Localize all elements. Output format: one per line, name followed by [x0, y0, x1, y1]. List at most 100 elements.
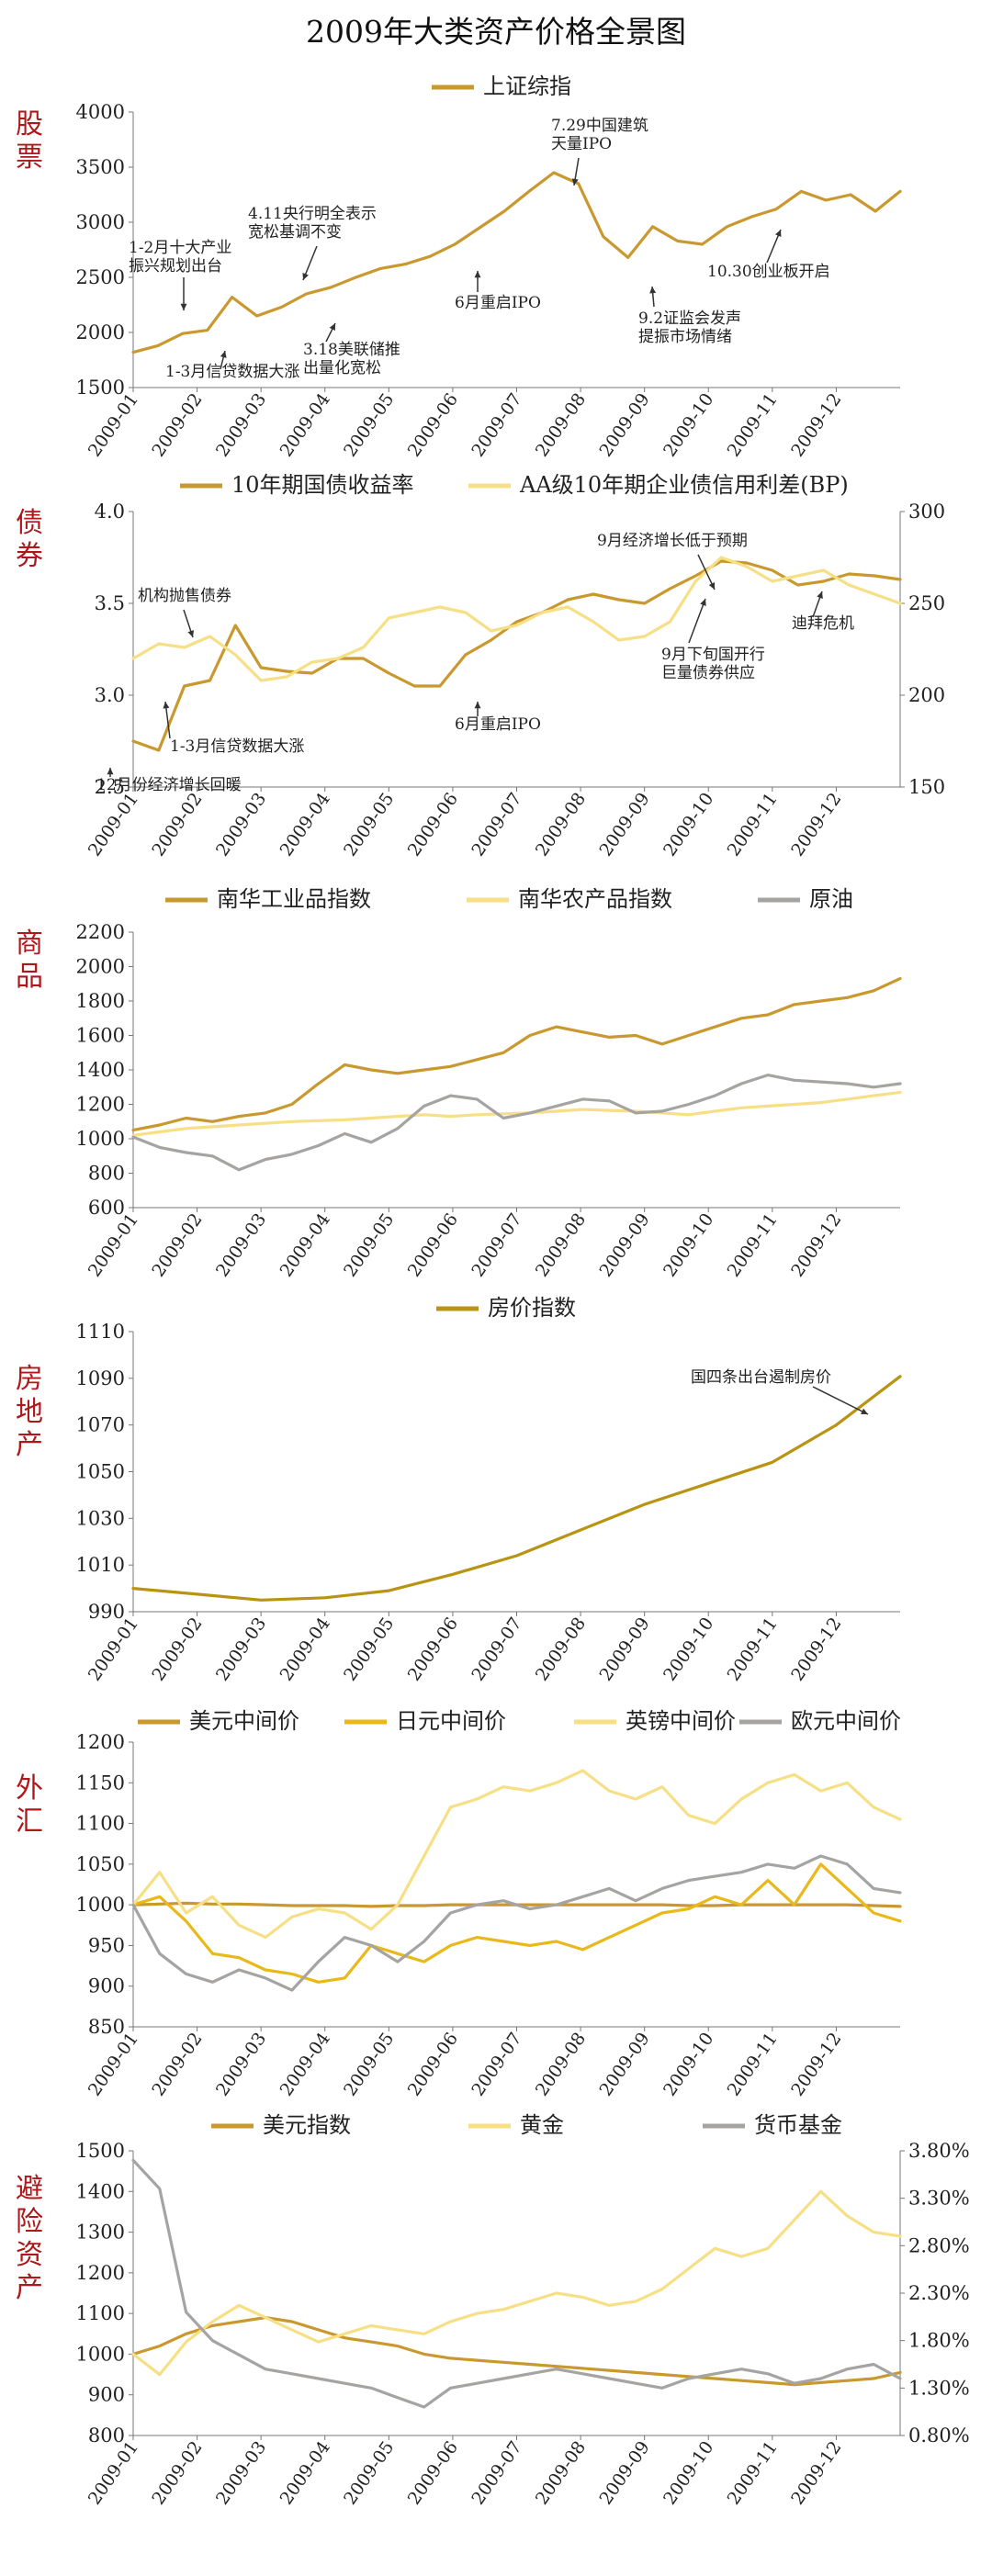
section-label-safehaven: 避险资产: [16, 2173, 43, 2304]
x-tick-label: 2009-06: [404, 1614, 462, 1684]
y-tick-label: 600: [88, 1197, 125, 1219]
legend-label: 英镑中间价: [626, 1708, 736, 1734]
x-tick-label: 2009-11: [724, 1209, 782, 1280]
y-tick-label: 2000: [76, 321, 125, 343]
series-line-2: [131, 556, 902, 682]
annotation-arrowhead: [474, 702, 481, 709]
legend-label: 美元指数: [263, 2112, 351, 2138]
x-tick-label: 2009-01: [85, 2029, 142, 2099]
section-label-bonds: 债券: [16, 507, 43, 572]
y-tick-label: 1100: [76, 1813, 125, 1835]
annotation-arrowhead: [187, 630, 195, 637]
y-tick-label: 1090: [76, 1367, 125, 1389]
annotation-arrowhead: [302, 273, 309, 280]
x-tick-label: 2009-07: [468, 1209, 525, 1280]
legend-label: 10年期国债收益率: [231, 472, 414, 498]
y-tick-label: 900: [88, 2384, 125, 2406]
legend-label: 南华农产品指数: [518, 886, 672, 912]
x-tick-label: 2009-04: [276, 1614, 334, 1684]
section-label-commodities: 商品: [16, 928, 43, 993]
annotation-arrowhead: [571, 178, 579, 186]
y-tick-label: 990: [88, 1601, 125, 1623]
y-right-tick-label: 2.30%: [908, 2282, 970, 2304]
x-tick-label: 2009-10: [659, 1614, 717, 1684]
y-right-tick-label: 1.30%: [908, 2377, 970, 2399]
annotation-text: 1-2月十大产业: [129, 239, 231, 257]
x-tick-label: 2009-06: [404, 2029, 462, 2099]
annotation-arrowhead: [107, 768, 114, 775]
y-tick-label: 3.0: [95, 684, 125, 706]
x-tick-label: 2009-03: [212, 2029, 270, 2099]
x-tick-label: 2009-09: [595, 2437, 653, 2508]
y-tick-label: 1400: [76, 1059, 125, 1081]
y-tick-label: 2.5: [95, 776, 125, 798]
page-title: 2009年大类资产价格全景图: [306, 14, 686, 50]
x-tick-label: 2009-03: [212, 2437, 270, 2508]
annotation-text: 3.18美联储推: [303, 341, 400, 359]
x-tick-label: 2009-09: [595, 2029, 653, 2099]
y-tick-label: 1030: [76, 1507, 125, 1529]
y-tick-label: 1010: [76, 1554, 125, 1576]
y-tick-label: 850: [88, 2016, 125, 2038]
x-tick-label: 2009-01: [85, 1209, 142, 1280]
annotation-text: 10.30创业板开启: [707, 263, 830, 281]
x-tick-label: 2009-01: [85, 1614, 142, 1684]
section-label-fx: 外汇: [16, 1772, 43, 1838]
annotation-text: 4.11央行明全表示: [248, 205, 377, 223]
x-tick-label: 2009-05: [340, 789, 398, 860]
x-tick-label: 2009-04: [276, 789, 334, 860]
x-tick-label: 2009-03: [212, 1614, 270, 1684]
x-tick-label: 2009-10: [659, 389, 717, 460]
y-tick-label: 1000: [76, 1128, 125, 1150]
x-tick-label: 2009-06: [404, 2437, 462, 2508]
chart-safehaven: 800 900 1000 1100 1200 1300 1400 1500 0.80% 1.30%…: [76, 2112, 970, 2509]
legend-label: 货币基金: [754, 2112, 842, 2138]
annotation-text: 振兴规划出台: [129, 257, 222, 276]
y-right-tick-label: 250: [908, 592, 945, 614]
y-tick-label: 3500: [76, 156, 125, 178]
y-right-tick-label: 200: [908, 684, 945, 706]
annotation-text: 6月重启IPO: [455, 715, 541, 734]
series-line-1: [131, 1375, 902, 1602]
legend-label: 日元中间价: [396, 1708, 506, 1734]
x-tick-label: 2009-05: [340, 2029, 398, 2099]
series-line-1: [131, 976, 902, 1132]
chart-commodities: 600 800 1000 1200 1400 1600 1800 2000 2200 2009-0…: [76, 886, 902, 1281]
y-tick-label: 800: [88, 1163, 125, 1185]
annotation-text: 12月份经济增长回暖: [96, 776, 242, 794]
x-tick-label: 2009-12: [787, 1209, 845, 1280]
legend-label: 美元中间价: [189, 1708, 299, 1734]
y-right-tick-label: 300: [908, 501, 945, 523]
annotation-arrowhead: [708, 582, 716, 590]
annotation-arrowhead: [817, 591, 823, 599]
y-tick-label: 3000: [76, 211, 125, 233]
annotation-text: 巨量债券供应: [661, 664, 755, 682]
x-tick-label: 2009-03: [212, 389, 270, 460]
y-tick-label: 2200: [76, 921, 125, 943]
y-tick-label: 1800: [76, 990, 125, 1012]
x-tick-label: 2009-04: [276, 2437, 334, 2508]
annotation-text: 机构抛售债券: [138, 587, 231, 605]
y-right-tick-label: 1.80%: [908, 2330, 970, 2352]
x-tick-label: 2009-01: [85, 789, 142, 860]
x-tick-label: 2009-07: [468, 389, 525, 460]
y-tick-label: 1110: [76, 1321, 125, 1343]
y-tick-label: 1050: [76, 1461, 125, 1483]
annotation-text: 9月经济增长低于预期: [597, 532, 748, 550]
x-tick-label: 2009-06: [404, 789, 462, 860]
y-right-tick-label: 3.80%: [908, 2140, 970, 2162]
x-tick-label: 2009-12: [787, 389, 845, 460]
x-tick-label: 2009-10: [659, 2029, 717, 2099]
x-tick-label: 2009-08: [532, 1209, 590, 1280]
x-tick-label: 2009-12: [787, 2437, 845, 2508]
x-tick-label: 2009-07: [468, 1614, 525, 1684]
x-tick-label: 2009-05: [340, 1209, 398, 1280]
x-tick-label: 2009-07: [468, 789, 525, 860]
series-line-2: [131, 1862, 902, 1984]
y-right-tick-label: 3.30%: [908, 2188, 970, 2210]
y-tick-label: 3.5: [95, 592, 125, 614]
x-tick-label: 2009-10: [659, 789, 717, 860]
x-tick-label: 2009-08: [532, 2029, 590, 2099]
